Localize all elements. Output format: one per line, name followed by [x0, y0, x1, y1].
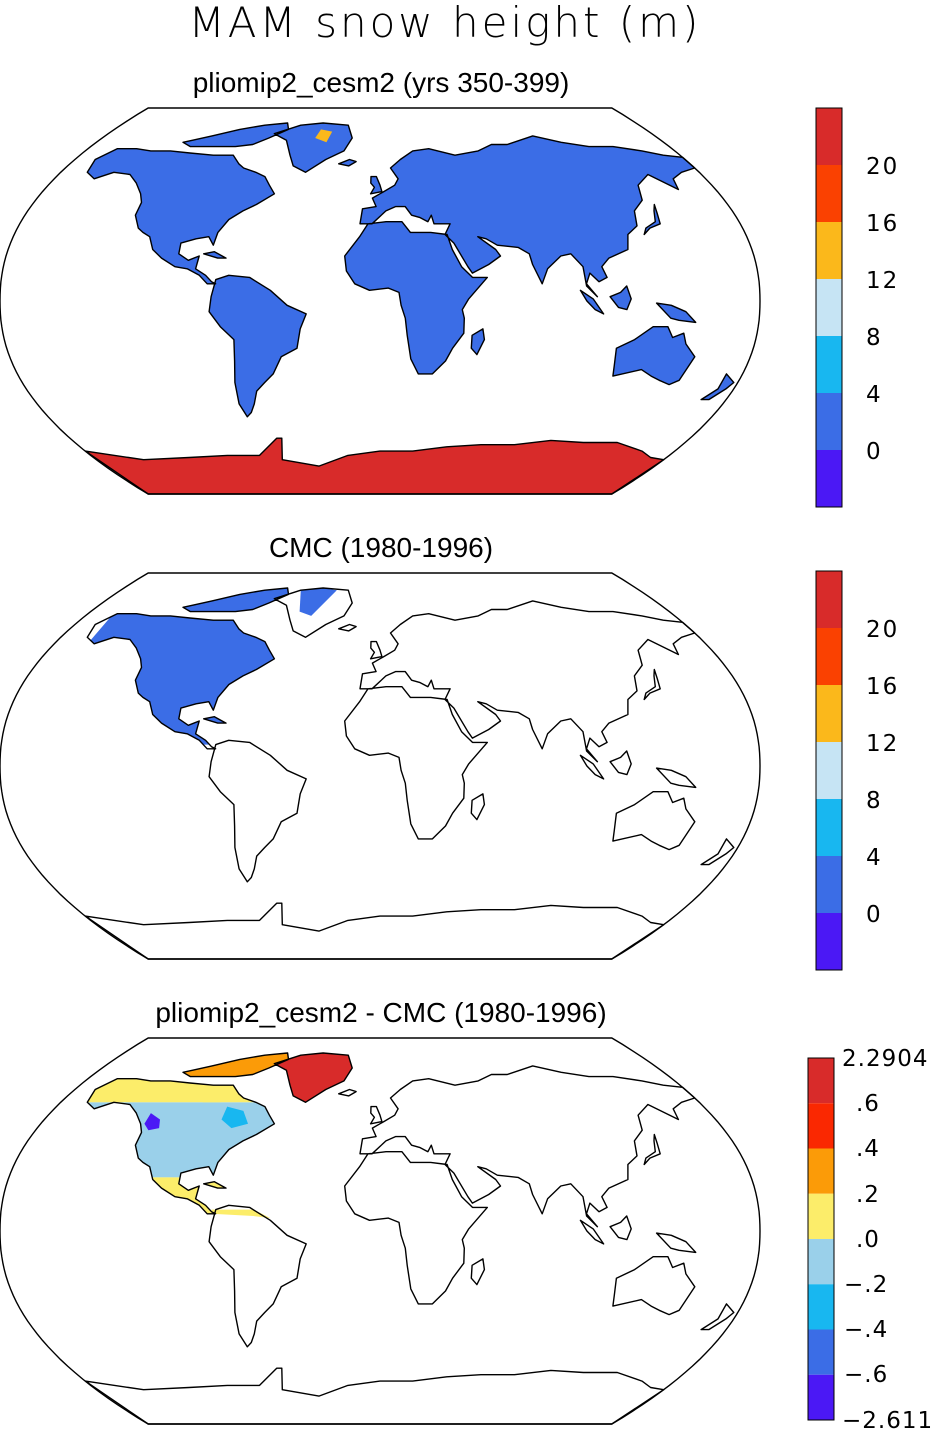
coastlines	[84, 587, 735, 960]
colorbar-tick-label: 8	[866, 325, 883, 351]
colorbar-bin	[808, 1148, 834, 1194]
colorbar-tick-label: 12	[866, 268, 899, 294]
map-frame	[0, 107, 761, 495]
colorbar-tick-label: 4	[866, 845, 883, 871]
colorbar-tick-label: −2.611	[842, 1408, 933, 1431]
region-antarctica	[85, 438, 664, 494]
colorbar-bin	[808, 1058, 834, 1104]
colorbar-tick-label: 4	[866, 382, 883, 408]
colorbar-tick-label: .4	[856, 1136, 880, 1162]
colorbar-bin	[808, 1329, 834, 1375]
colorbar-tick-label: 20	[866, 154, 899, 180]
map-observation	[0, 572, 761, 960]
colorbar-tick-label: −.6	[844, 1362, 888, 1388]
colorbar-bin	[816, 108, 842, 165]
colorbar-bin	[816, 742, 842, 799]
colorbar-bin	[816, 685, 842, 742]
colorbar-bin	[808, 1284, 834, 1330]
colorbar-bin	[816, 222, 842, 279]
colorbar-tick-label: 16	[866, 674, 899, 700]
region-rockies-negative	[144, 1113, 160, 1131]
colorbar-model: 20 16 12 8 4 0	[815, 107, 899, 508]
panel-model: pliomip2_cesm2 (yrs 350-399) 20 16 12 8 …	[0, 67, 899, 508]
map-frame	[0, 572, 761, 960]
colorbar-tick-label: 16	[866, 211, 899, 237]
colorbar-bin	[816, 628, 842, 685]
colorbar-tick-label: −.4	[844, 1317, 888, 1343]
colorbar-bin	[808, 1239, 834, 1285]
colorbar-bin	[808, 1374, 834, 1420]
map-frame	[0, 1037, 761, 1425]
colorbar-bin	[816, 336, 842, 393]
region-land-snow	[87, 123, 734, 417]
colorbar-bin	[816, 165, 842, 222]
panel-difference: pliomip2_cesm2 - CMC (1980-1996) 2.2904 …	[0, 997, 933, 1431]
colorbar-tick-label: .0	[856, 1227, 880, 1253]
colorbar-observation: 20 16 12 8 4 0	[815, 570, 899, 971]
colorbar-tick-label: 12	[866, 731, 899, 757]
map-model	[0, 107, 761, 495]
colorbar-bin	[816, 393, 842, 450]
region-quebec-negative	[221, 1106, 248, 1129]
region-hudson-positive	[202, 1089, 225, 1103]
region-greenland	[274, 1053, 353, 1103]
region-greenland-high	[315, 129, 333, 143]
colorbar-tick-label: 0	[866, 439, 883, 465]
colorbar-difference: 2.2904 .6 .4 .2 .0 −.2 −.4 −.6 −2.611	[807, 1046, 933, 1431]
colorbar-bin	[816, 450, 842, 507]
colorbar-tick-label: −.2	[844, 1272, 888, 1298]
colorbar-bin	[816, 856, 842, 913]
colorbar-tick-label: .6	[856, 1091, 880, 1117]
colorbar-bin	[808, 1103, 834, 1149]
panel-title-model: pliomip2_cesm2 (yrs 350-399)	[193, 67, 570, 98]
shaded-regions	[85, 123, 734, 494]
map-difference	[0, 1037, 761, 1425]
colorbar-bin	[816, 571, 842, 628]
colorbar-tick-label: .2	[856, 1182, 880, 1208]
colorbar-tick-label: 20	[866, 617, 899, 643]
region-greenland-north	[299, 588, 337, 616]
coastlines	[84, 1052, 735, 1425]
panel-title-observation: CMC (1980-1996)	[269, 532, 493, 563]
colorbar-tick-label: 8	[866, 788, 883, 814]
colorbar-bin	[816, 913, 842, 970]
panel-observation: CMC (1980-1996) 20 16 12 8 4 0	[0, 532, 899, 971]
figure-title: MAM snow height (m)	[189, 0, 702, 47]
colorbar-bin	[808, 1193, 834, 1239]
colorbar-tick-label: 2.2904	[842, 1046, 928, 1072]
colorbar-bin	[816, 279, 842, 336]
coastlines	[84, 122, 735, 495]
colorbar-bin	[816, 799, 842, 856]
panel-title-difference: pliomip2_cesm2 - CMC (1980-1996)	[155, 997, 606, 1028]
colorbar-tick-label: 0	[866, 902, 883, 928]
